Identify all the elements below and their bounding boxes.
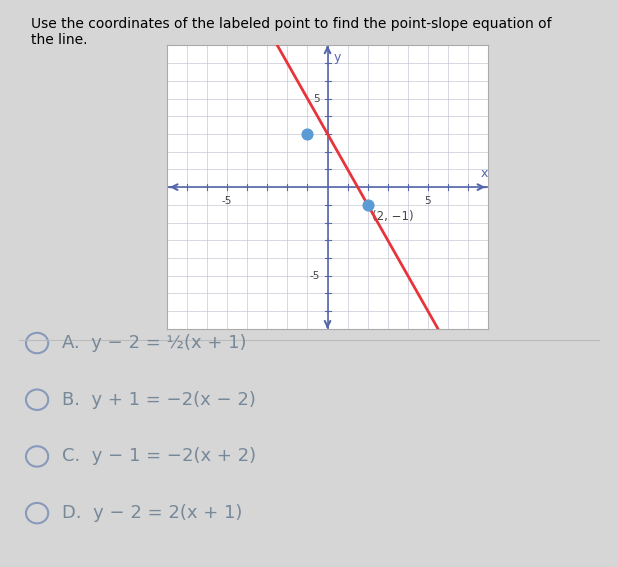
Text: -5: -5 bbox=[222, 196, 232, 206]
Text: Use the coordinates of the labeled point to find the point-slope equation of
the: Use the coordinates of the labeled point… bbox=[31, 17, 551, 47]
Text: C.  y − 1 = −2(x + 2): C. y − 1 = −2(x + 2) bbox=[62, 447, 256, 466]
Point bbox=[363, 200, 373, 209]
Text: 5: 5 bbox=[425, 196, 431, 206]
Text: (2, −1): (2, −1) bbox=[372, 210, 413, 223]
Text: 5: 5 bbox=[313, 94, 320, 104]
Text: D.  y − 2 = 2(x + 1): D. y − 2 = 2(x + 1) bbox=[62, 504, 242, 522]
Point bbox=[303, 129, 313, 138]
Text: B.  y + 1 = −2(x − 2): B. y + 1 = −2(x − 2) bbox=[62, 391, 256, 409]
Text: A.  y − 2 = ½(x + 1): A. y − 2 = ½(x + 1) bbox=[62, 334, 247, 352]
Text: -5: -5 bbox=[309, 270, 320, 281]
Text: y: y bbox=[334, 50, 341, 64]
Text: x: x bbox=[481, 167, 488, 180]
